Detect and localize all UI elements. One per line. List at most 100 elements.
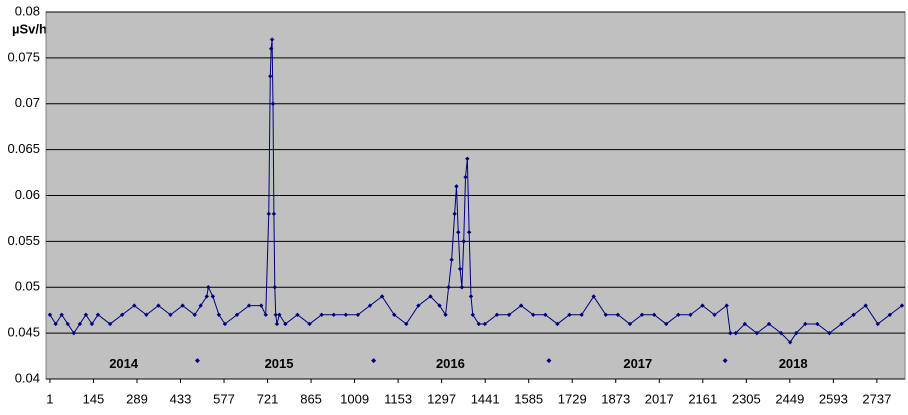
data-point [728,330,733,336]
separator-point [371,358,377,364]
data-point [204,294,209,299]
data-point [875,321,880,327]
x-tick-label: 1 [46,391,53,406]
data-point [457,266,463,272]
data-point [627,321,633,327]
data-point [107,321,113,327]
data-point [355,312,361,317]
x-tick-label: 1009 [340,391,369,406]
data-point [863,303,868,308]
data-point [463,174,468,180]
year-annotation: 2015 [265,356,294,371]
y-axis-label: µSv/h [12,21,47,36]
data-point [446,285,451,290]
data-point [579,312,584,317]
data-point [268,74,273,79]
data-point [839,321,844,327]
data-point [268,46,274,51]
x-tick-label: 2305 [732,391,761,406]
data-point [567,312,572,317]
x-tick-label: 1729 [558,391,587,406]
data-point [518,303,524,308]
data-point [766,321,772,327]
data-point [651,312,657,317]
x-tick-label: 721 [257,391,279,406]
data-point [733,330,738,336]
data-point [428,294,433,299]
data-point [452,211,457,217]
data-point [379,294,385,299]
data-point [742,321,748,327]
data-point [391,312,397,317]
x-tick-label: 1585 [514,391,543,406]
x-tick-label: 2449 [775,391,804,406]
x-tick-label: 1873 [601,391,630,406]
data-point [65,321,70,327]
data-point [222,321,228,327]
x-tick-label: 433 [170,391,192,406]
data-point [724,303,729,308]
data-point [603,312,608,317]
data-point [270,101,276,106]
data-point [259,303,264,308]
data-point [246,303,252,308]
data-point [506,312,512,317]
separator-point [546,358,552,364]
data-point [591,294,596,299]
data-point [331,312,336,317]
year-annotation: 2018 [779,356,808,371]
data-point [443,312,448,317]
x-tick-label: 2737 [862,391,891,406]
data-point [307,321,312,327]
data-point [95,312,101,317]
data-point [269,37,275,42]
data-point [465,156,470,161]
data-point [461,239,466,244]
data-point [688,312,693,317]
data-point [827,330,832,336]
x-tick-label: 2017 [645,391,674,406]
data-point [851,312,856,317]
year-annotation: 2014 [109,356,139,371]
x-tick-label: 289 [126,391,148,406]
y-tick-label: 0.065 [7,141,40,156]
data-point [277,312,282,317]
data-point [263,312,268,317]
data-point [156,303,161,308]
separator-point [194,358,200,364]
data-point [778,330,784,336]
data-point [531,312,536,317]
data-point [639,312,645,317]
data-point [216,312,222,317]
y-tick-label: 0.04 [15,370,40,385]
data-point [47,312,53,317]
x-tick-label: 1297 [427,391,456,406]
year-annotation: 2016 [436,356,465,371]
data-point [319,312,324,317]
data-point [273,312,278,317]
data-point [700,303,705,308]
data-point [210,294,216,299]
x-tick-label: 865 [300,391,322,406]
data-point [754,330,760,336]
x-tick-label: 2593 [819,391,848,406]
x-tick-label: 1153 [384,391,412,406]
x-tick-label: 2161 [688,391,717,406]
y-tick-label: 0.07 [15,95,40,110]
data-point [180,303,185,308]
data-point [456,230,461,235]
data-point [712,312,717,317]
data-point [206,285,211,290]
y-tick-label: 0.075 [7,49,40,64]
data-point [543,312,548,317]
y-tick-label: 0.045 [7,325,40,340]
data-point [404,321,409,327]
data-point [295,312,300,317]
data-point [494,312,500,317]
data-point [53,321,58,327]
data-point [271,211,277,217]
data-point [266,211,271,217]
data-point [476,321,482,327]
x-tick-label: 145 [83,391,105,406]
